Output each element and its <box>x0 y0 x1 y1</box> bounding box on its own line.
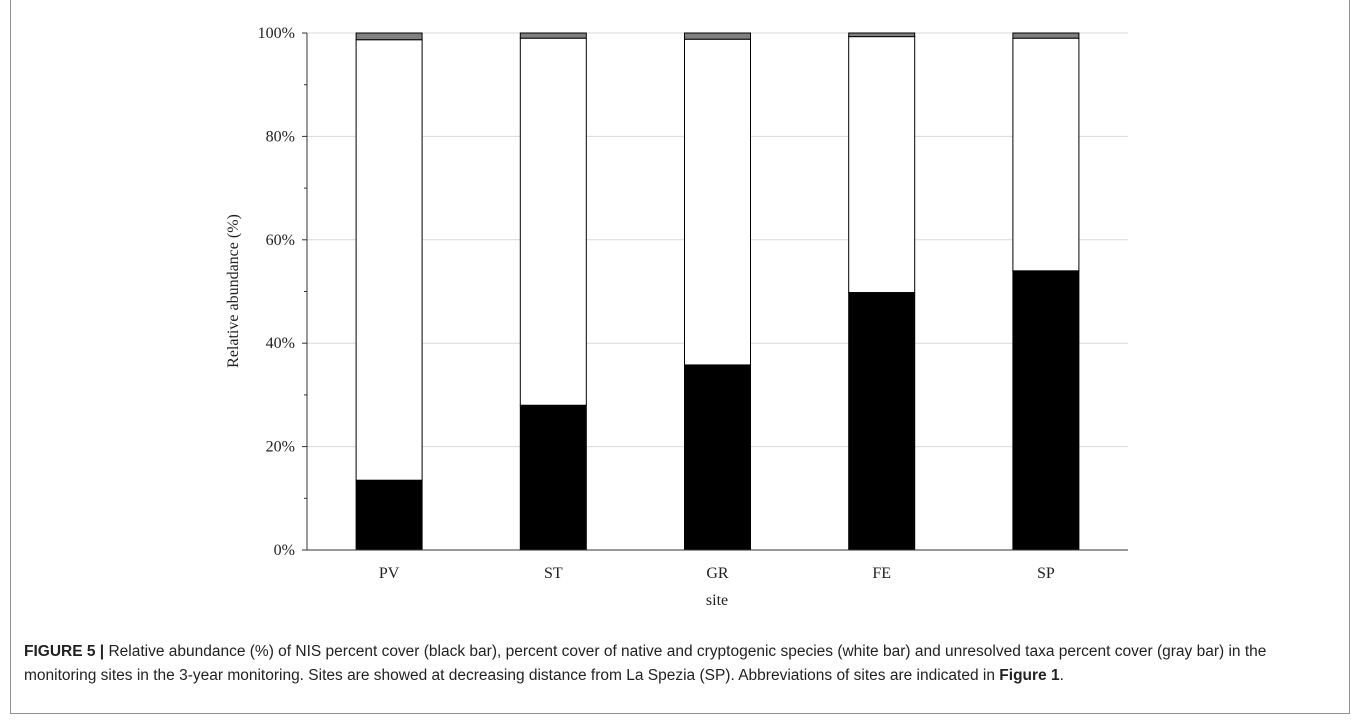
y-tick-label: 60% <box>266 232 295 249</box>
x-tick-label: ST <box>544 565 563 582</box>
figure-caption: FIGURE 5 | Relative abundance (%) of NIS… <box>24 640 1334 688</box>
bar-segment <box>684 364 751 551</box>
bar-stacks <box>355 32 1080 551</box>
caption-end: . <box>1059 667 1064 684</box>
bar-segment <box>355 32 423 41</box>
caption-label: FIGURE 5 | <box>24 643 105 660</box>
y-tick-label: 20% <box>266 439 295 456</box>
x-tick-label: SP <box>1037 565 1055 582</box>
x-tick-label: FE <box>872 565 891 582</box>
x-tick-label: PV <box>379 565 400 582</box>
bar-segment <box>848 32 916 38</box>
caption-text: Relative abundance (%) of NIS percent co… <box>24 643 1267 684</box>
bar-segment <box>848 292 916 551</box>
y-tick-label: 40% <box>266 335 295 352</box>
bar-segment <box>519 32 587 39</box>
y-axis-title: Relative abundance (%) <box>225 214 242 368</box>
bar-segment <box>519 404 587 551</box>
bar-segment <box>519 37 587 406</box>
x-tick-labels: PV ST GR FE SP <box>379 565 1055 582</box>
caption-figure-link[interactable]: Figure 1 <box>999 667 1060 684</box>
bar-segment <box>355 479 423 551</box>
bar-segment <box>684 38 751 366</box>
bar-segment <box>848 36 916 294</box>
bar-segment <box>1012 32 1080 39</box>
y-tick-label: 80% <box>266 128 295 145</box>
x-tick-label: GR <box>706 565 729 582</box>
y-tick-label: 0% <box>274 542 295 559</box>
stacked-bar-chart: 0% 20% 40% 60% 80% 100% PV ST GR FE SP site Relat… <box>225 25 1128 609</box>
bar-segment <box>1012 270 1080 551</box>
x-axis-title: site <box>706 592 728 609</box>
bar-segment <box>1012 37 1080 272</box>
y-tick-label: 100% <box>258 25 295 42</box>
figure-frame <box>10 0 1350 714</box>
y-tick-labels: 0% 20% 40% 60% 80% 100% <box>258 25 295 559</box>
axes <box>302 32 1128 551</box>
bar-segment <box>355 39 423 481</box>
bar-segment <box>684 32 751 40</box>
